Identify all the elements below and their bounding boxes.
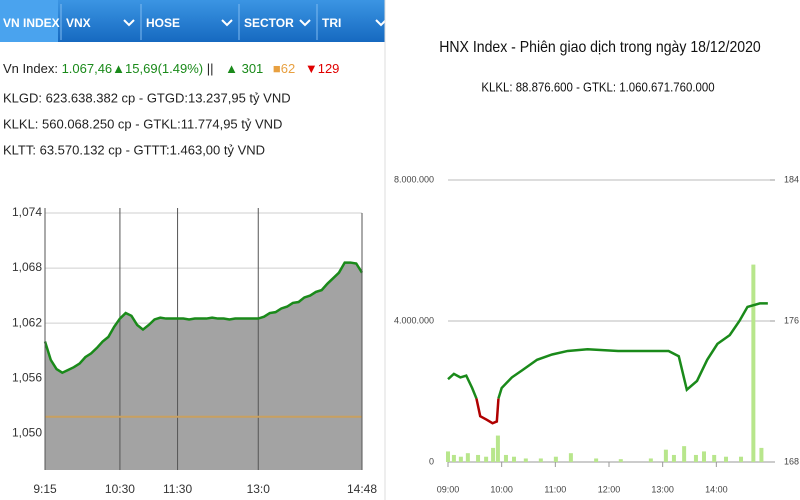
y-tick-label: 1,062 <box>12 315 42 329</box>
tab-label[interactable]: VNX <box>66 16 91 30</box>
volume-bar <box>751 264 756 462</box>
y-tick-label: 4.000.000 <box>394 315 434 325</box>
chart-subtitle: KLKL: 88.876.600 - GTKL: 1.060.671.760.0… <box>481 80 714 95</box>
separator: || <box>207 61 214 76</box>
tab-bar <box>0 0 385 42</box>
tab-label[interactable]: HOSE <box>146 16 180 30</box>
index-line <box>447 302 768 400</box>
tab-label[interactable]: TRI <box>322 16 341 30</box>
info-line: KLGD: 623.638.382 cp - GTGD:13.237,95 tỷ… <box>3 90 291 105</box>
tabs: VN INDEX VNX HOSE SECTOR TRI <box>3 4 387 40</box>
index-line: Vn Index: 1.067,46▲15,69(1.49%) || ▲ 301… <box>3 61 339 76</box>
tab-label[interactable]: VN INDEX <box>3 16 60 30</box>
decliners: ▼129 <box>305 61 340 76</box>
info-line: KLTT: 63.570.132 cp - GTTT:1.463,00 tỷ V… <box>3 142 265 157</box>
volume-bar <box>523 458 528 462</box>
x-tick-label: 11:30 <box>163 482 192 496</box>
unchanged: ■62 <box>273 61 295 76</box>
volume-bar <box>701 451 706 462</box>
dropdown-arrow <box>299 19 311 27</box>
index-line <box>43 261 364 375</box>
y-tick-label: 1,050 <box>12 425 42 439</box>
volume-bar <box>648 458 653 462</box>
volume-bar <box>495 435 500 462</box>
volume-bar <box>594 458 599 462</box>
volume-bar <box>484 456 489 462</box>
volume-bar <box>538 458 543 462</box>
y-tick-label: 1,068 <box>12 260 42 274</box>
y-tick-label: 0 <box>429 456 434 466</box>
volume-bar <box>682 446 687 462</box>
y-tick-label: 1,074 <box>12 205 42 219</box>
volume-bar <box>663 449 668 462</box>
x-tick-label: 09:00 <box>437 484 460 494</box>
volume-bar <box>712 454 717 462</box>
index-value: 1.067,46▲15,69(1.49%) <box>62 61 204 76</box>
volume-bar <box>465 453 470 462</box>
volume-bar <box>739 456 744 462</box>
info-line: KLKL: 560.068.250 cp - GTKL:11.774,95 tỷ… <box>3 116 282 131</box>
volume-bar <box>458 456 463 462</box>
dropdown-arrow <box>375 19 387 27</box>
x-tick-label: 13:00 <box>651 484 674 494</box>
volume-bar <box>553 456 558 462</box>
volume-bar <box>491 447 496 462</box>
x-tick-label: 9:15 <box>33 482 57 496</box>
volume-bar <box>693 454 698 462</box>
x-tick-label: 13:0 <box>247 482 271 496</box>
x-tick-label: 10:00 <box>490 484 513 494</box>
active-tab[interactable] <box>0 0 58 42</box>
y2-tick-label: 168 <box>784 456 799 466</box>
y2-tick-label: 176 <box>784 315 799 325</box>
volume-bar <box>618 459 623 462</box>
volume-bar <box>759 447 764 462</box>
dropdown-arrow <box>123 19 135 27</box>
volume-bar <box>451 454 456 462</box>
volume-bar <box>568 453 573 462</box>
tab-label[interactable]: SECTOR <box>244 16 294 30</box>
chart-title: HNX Index - Phiên giao dịch trong ngày 1… <box>439 38 761 56</box>
x-tick-label: 10:30 <box>105 482 135 496</box>
volume-bar <box>512 456 517 462</box>
index-line <box>475 398 500 425</box>
volume-bar <box>503 454 508 462</box>
x-tick-label: 11:00 <box>544 484 566 494</box>
volume-bar <box>723 456 728 462</box>
volume-bar <box>476 454 481 462</box>
advancers: ▲ 301 <box>225 61 263 76</box>
x-tick-label: 12:00 <box>598 484 621 494</box>
volume-bar <box>671 454 676 462</box>
dropdown-arrow <box>221 19 233 27</box>
x-tick-label: 14:48 <box>347 482 377 496</box>
index-label: Vn Index: <box>3 61 58 76</box>
y-tick-label: 8.000.000 <box>394 174 434 184</box>
volume-bar <box>446 451 450 462</box>
y2-tick-label: 184 <box>784 174 799 184</box>
y-tick-label: 1,056 <box>12 370 42 384</box>
x-tick-label: 14:00 <box>705 484 728 494</box>
